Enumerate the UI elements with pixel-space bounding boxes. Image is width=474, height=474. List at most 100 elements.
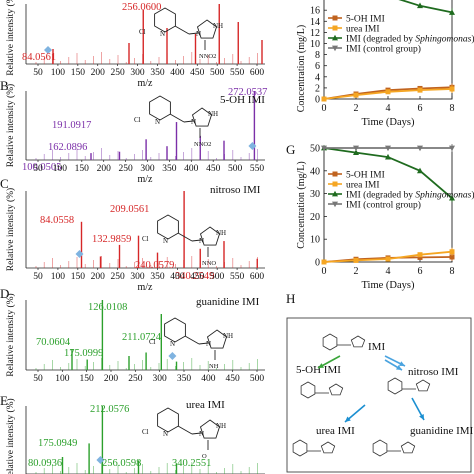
x-tick-label: 450 — [190, 272, 205, 282]
atom-label: N — [206, 340, 211, 348]
peak-label: 100.0505 — [22, 162, 61, 173]
atom-label: N — [191, 118, 196, 126]
panel-letter: G — [286, 142, 295, 157]
series-marker — [417, 167, 423, 174]
x-tick-label: 400 — [170, 272, 185, 282]
series-marker — [353, 149, 359, 155]
series-marker — [332, 25, 338, 31]
x-tick-label: 6 — [418, 266, 423, 277]
x-tick-label: 200 — [97, 164, 112, 174]
x-tick-label: 100 — [53, 164, 68, 174]
x-tick-label: 450 — [206, 164, 221, 174]
series-marker — [353, 257, 359, 263]
series-marker — [417, 254, 423, 260]
atom-label: N — [155, 118, 160, 126]
chemical-structure-b: N Cl N NH NNO2 — [134, 95, 218, 148]
series-line — [398, 0, 453, 14]
x-tick-label: 8 — [450, 266, 455, 277]
peak-label: 80.0936 — [28, 458, 62, 469]
peak-label: 256.0600 — [122, 2, 161, 13]
concentration-chart-1: 0 10 20 30 40 50 0 2 4 6 8 Time (Days) Concentration… — [286, 142, 474, 291]
x-tick-label: 100 — [51, 68, 66, 78]
y-tick-label: 14 — [310, 17, 320, 28]
series-marker — [417, 145, 423, 152]
legend-entry: IMI (degraded by Sphingomonas) — [346, 34, 474, 45]
bond — [188, 32, 199, 35]
series-marker — [385, 89, 391, 95]
x-tick-label: 500 — [228, 164, 243, 174]
atom-label: Cl — [149, 338, 156, 346]
series-marker — [353, 92, 359, 98]
x-tick-label: 0 — [322, 103, 327, 114]
x-tick-label: 150 — [80, 374, 95, 384]
y-axis-label: Concentration (mg/L) — [296, 161, 307, 248]
series-marker — [332, 171, 338, 177]
x-tick-label: 2 — [354, 103, 359, 114]
atom-label: Cl — [142, 235, 149, 243]
x-axis-label: Time (Days) — [362, 117, 415, 128]
x-tick-label: 50 — [33, 374, 43, 384]
x-tick-label: 250 — [111, 68, 126, 78]
pathway-node-label: nitroso IMI — [408, 366, 459, 378]
structure-glyph — [300, 381, 316, 399]
x-tick-label: 300 — [153, 374, 168, 384]
series-marker — [332, 15, 338, 21]
y-tick-label: 16 — [310, 6, 320, 17]
x-tick-label: 550 — [230, 68, 245, 78]
bond — [183, 120, 194, 123]
x-tick-label: 0 — [322, 266, 327, 277]
pathway-node-label: 5-OH IMI — [296, 364, 341, 376]
y-axis-label: Relative intensity (%) — [5, 293, 16, 376]
y-tick-label: 8 — [315, 50, 320, 61]
x-tick-label: 50 — [33, 68, 43, 78]
legend-entry: IMI (degraded by Sphingomonas) — [346, 190, 474, 201]
atom-label: N — [163, 430, 168, 438]
x-axis-label: m/z — [138, 282, 154, 293]
x-tick-label: 150 — [75, 164, 90, 174]
y-tick-label: 12 — [310, 28, 320, 39]
atom-label: N — [160, 30, 165, 38]
legend-entry: IMI (control group) — [346, 44, 421, 55]
x-tick-label: 250 — [118, 164, 133, 174]
structure-glyph — [400, 441, 416, 454]
compound-name: 5-OH IMI — [220, 94, 265, 106]
series-marker — [332, 34, 338, 41]
panel-letter: H — [286, 291, 295, 306]
precursor-marker — [44, 46, 52, 54]
atom-label: NH — [223, 332, 233, 340]
bond — [177, 232, 193, 242]
y-tick-label: 2 — [315, 83, 320, 94]
x-tick-label: 100 — [51, 272, 66, 282]
y-tick-label: 30 — [310, 189, 320, 200]
structure-glyph — [350, 335, 366, 348]
y-tick-label: 20 — [310, 212, 320, 223]
x-tick-label: 2 — [354, 266, 359, 277]
compound-name: urea IMI — [186, 399, 225, 411]
y-axis-label: Relative intensity (%) — [5, 398, 16, 474]
x-tick-label: 200 — [104, 374, 119, 384]
atom-label: NH — [213, 22, 223, 30]
bond — [177, 425, 193, 435]
y-tick-label: 0 — [315, 258, 320, 269]
y-axis-label: Relative intensity (%) — [5, 188, 16, 271]
pathway-diagram: H IMI 5-OH IMI nitroso IMI urea IMI guanidine… — [286, 291, 474, 473]
imidazolidine-ring — [206, 329, 228, 349]
y-axis-label: Concentration (mg/L) — [296, 25, 307, 112]
structure-glyph — [372, 439, 388, 457]
structure-glyph — [320, 441, 336, 454]
x-tick-label: 550 — [250, 164, 265, 174]
peak-label: 340.2549 — [175, 271, 214, 282]
series-marker — [417, 87, 423, 93]
y-tick-label: 6 — [315, 61, 320, 72]
series-marker — [321, 259, 327, 265]
x-tick-label: 350 — [162, 164, 177, 174]
x-tick-label: 4 — [386, 103, 391, 114]
ms-spectrum-c: 84.0558209.0561132.9859240.0579340.25495… — [0, 176, 265, 293]
pyridine-ring — [157, 407, 179, 433]
peak-label: 240.0579 — [135, 260, 174, 271]
atom-label: NNO2 — [199, 53, 216, 60]
series-marker — [321, 145, 327, 152]
series-marker — [321, 96, 327, 102]
